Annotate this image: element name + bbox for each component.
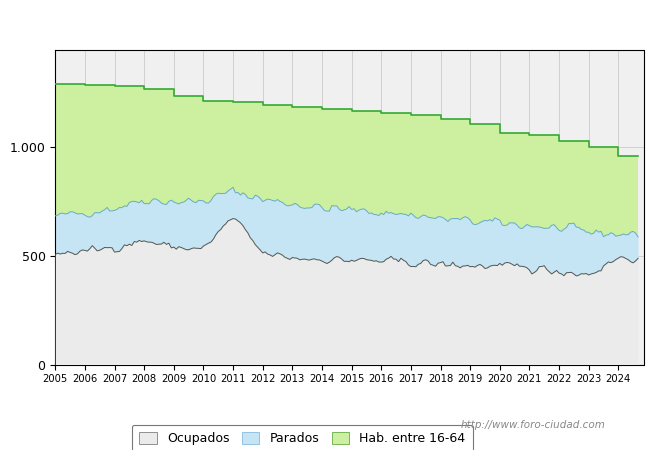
Text: Montánchez - Evolucion de la poblacion en edad de Trabajar Septiembre de 2024: Montánchez - Evolucion de la poblacion e… — [21, 12, 629, 25]
Text: http://www.foro-ciudad.com: http://www.foro-ciudad.com — [461, 420, 605, 430]
Legend: Ocupados, Parados, Hab. entre 16-64: Ocupados, Parados, Hab. entre 16-64 — [132, 425, 473, 450]
